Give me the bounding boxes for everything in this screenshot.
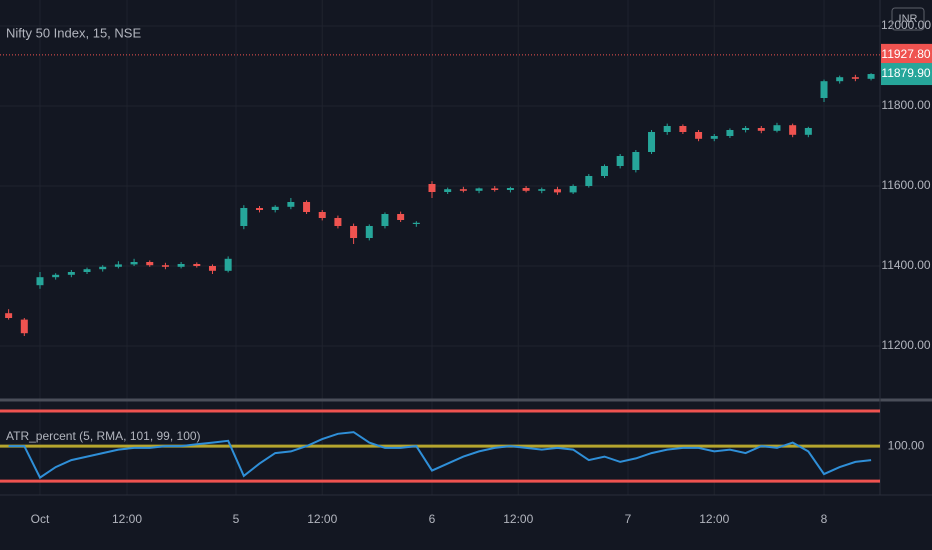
candle-body [271,206,279,210]
candle-body [553,189,561,193]
x-tick-label: 8 [821,512,828,526]
candle-body [99,266,107,270]
indicator-title: ATR_percent (5, RMA, 101, 99, 100) [6,429,201,443]
candle-body [412,222,420,224]
candle-body [52,274,60,278]
candle-body [491,188,499,190]
candle-body [475,188,483,191]
candle-body [146,262,154,266]
grid [0,0,880,495]
candle-body [789,125,797,135]
candle-body [67,272,75,275]
candle-body [114,264,122,267]
y-tick-label: 11200.00 [881,338,930,352]
candle-body [726,130,734,136]
candle-body [83,269,91,272]
candle-body [679,126,687,132]
candle-body [836,77,844,82]
currency-label[interactable]: INR [899,13,918,25]
candle-body [506,188,514,190]
candle-body [287,202,295,207]
candle-body [5,313,13,318]
candle-body [428,184,436,192]
candle-body [36,277,44,286]
candle-body [710,136,718,139]
candle-body [569,186,577,193]
reference-price-box [881,43,932,66]
chart-title: Nifty 50 Index, 15, NSE [6,25,141,40]
y-tick-label: 11800.00 [881,98,930,112]
candle-body [600,166,608,176]
candle-body [648,132,656,152]
candle-body [585,176,593,186]
candle-body [224,258,232,271]
candle-body [303,202,311,212]
x-tick-label: 6 [429,512,436,526]
last-price-label: 11879.90 [881,66,930,80]
candle-body [695,132,703,139]
x-tick-label: Oct [31,512,50,526]
candle-body [177,264,185,267]
candle-body [616,156,624,166]
y-tick-label: 100.00 [888,438,925,452]
candle-body [742,128,750,130]
candle-body [851,77,859,79]
candle-body [318,212,326,218]
candle-body [804,128,812,135]
candle-body [193,264,201,266]
candle-body [208,266,216,271]
x-tick-label: 12:00 [307,512,337,526]
x-tick-label: 12:00 [503,512,533,526]
candle-body [820,81,828,98]
x-tick-label: 7 [625,512,632,526]
y-tick-label: 12000.00 [881,18,931,32]
candle-body [757,128,765,131]
candle-body [334,218,342,226]
candle-body [397,214,405,220]
x-tick-label: 5 [233,512,240,526]
candle-body [240,208,248,226]
y-tick-label: 11600.00 [881,178,930,192]
candle-body [20,319,28,334]
candle-body [350,226,358,238]
candle-body [256,208,264,210]
candle-body [522,188,530,191]
candle-body [867,74,875,79]
x-tick-label: 12:00 [699,512,729,526]
candle-body [632,152,640,170]
candle-body [444,189,452,192]
y-tick-label: 11400.00 [881,258,930,272]
indicator-line [8,431,872,480]
x-tick-label: 12:00 [112,512,142,526]
candle-body [365,226,373,238]
candle-body [538,189,546,191]
reference-price-label: 11927.80 [881,47,930,61]
last-price-box [881,63,932,86]
candle-body [130,262,138,265]
candle-body [773,125,781,131]
candle-body [161,265,169,267]
candle-body [381,214,389,226]
candle-body [663,126,671,132]
candle-body [459,189,467,191]
currency-box[interactable] [891,7,925,31]
